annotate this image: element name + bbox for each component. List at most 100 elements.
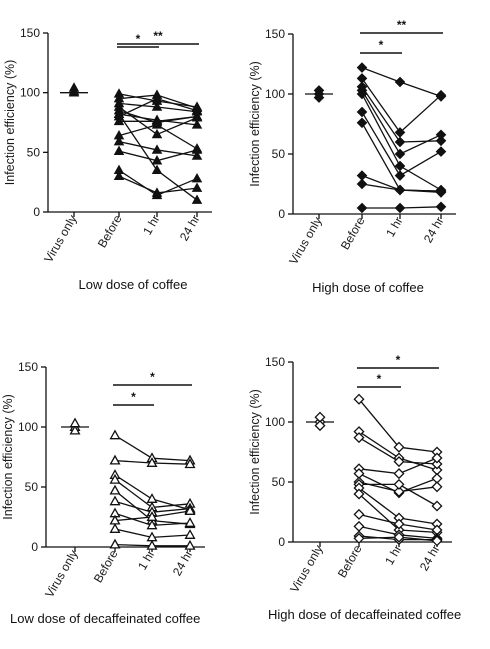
data-point bbox=[435, 201, 447, 213]
y-tick-label: 0 bbox=[278, 535, 285, 549]
data-point bbox=[435, 146, 447, 157]
data-point bbox=[393, 456, 405, 468]
data-point bbox=[353, 432, 365, 444]
y-axis-title: Infection efficiency (%) bbox=[1, 394, 15, 520]
panel-title: High dose of coffee bbox=[312, 280, 424, 295]
y-axis-title: Infection efficiency (%) bbox=[248, 389, 262, 515]
x-tick-label: 1 hr bbox=[383, 215, 405, 240]
data-point bbox=[353, 520, 365, 532]
data-point bbox=[113, 135, 125, 146]
y-tick-label: 50 bbox=[272, 475, 286, 489]
data-point bbox=[113, 115, 125, 126]
data-point bbox=[431, 500, 443, 512]
x-tick-label: Virus only bbox=[42, 548, 80, 600]
y-axis-title: Infection efficiency (%) bbox=[248, 61, 262, 187]
data-point bbox=[356, 106, 368, 118]
virus-only-point bbox=[68, 82, 80, 92]
data-point bbox=[146, 519, 158, 530]
data-point bbox=[393, 531, 405, 543]
data-point bbox=[356, 178, 368, 190]
data-point bbox=[435, 135, 447, 147]
data-point bbox=[435, 89, 447, 101]
significance-label: * bbox=[396, 353, 401, 367]
data-point bbox=[393, 478, 405, 490]
significance-label: * bbox=[131, 390, 136, 404]
data-point bbox=[353, 488, 365, 500]
x-tick-label: Virus only bbox=[287, 543, 325, 595]
data-point bbox=[151, 101, 163, 111]
y-tick-label: 0 bbox=[33, 205, 40, 219]
y-axis-title: Infection efficiency (%) bbox=[3, 60, 17, 186]
y-tick-label: 150 bbox=[20, 26, 40, 40]
panel-high-dose-coffee: 0 50 100 150 Virus only Before 1 hr 24 hr Infect… bbox=[248, 18, 456, 295]
significance-label: * bbox=[150, 370, 155, 384]
data-point bbox=[109, 523, 121, 533]
data-point bbox=[191, 150, 203, 160]
significance-label: ** bbox=[397, 18, 407, 32]
data-point bbox=[431, 481, 443, 493]
data-point bbox=[109, 473, 121, 484]
y-tick-label: 150 bbox=[265, 355, 285, 369]
data-point bbox=[151, 93, 163, 103]
data-point bbox=[356, 117, 368, 129]
data-point bbox=[356, 62, 368, 73]
data-point bbox=[191, 144, 203, 154]
data-point bbox=[431, 535, 443, 547]
data-point bbox=[191, 182, 203, 192]
panel-high-dose-decaf-coffee: 0 50 100 150 Virus only Before 1 hr 24 hr Infect… bbox=[248, 353, 461, 622]
data-point bbox=[109, 429, 121, 440]
y-tick-label: 100 bbox=[265, 415, 285, 429]
data-point bbox=[394, 184, 406, 196]
data-point bbox=[184, 539, 196, 550]
y-tick-label: 100 bbox=[20, 86, 40, 100]
x-tick-label: 24 hr bbox=[421, 215, 447, 246]
data-point bbox=[151, 119, 163, 129]
data-point bbox=[151, 128, 163, 139]
data-point bbox=[109, 454, 121, 465]
y-tick-label: 50 bbox=[27, 145, 41, 159]
data-point bbox=[113, 145, 125, 155]
panel-title: Low dose of coffee bbox=[79, 277, 188, 292]
y-tick-label: 150 bbox=[265, 27, 285, 41]
data-point bbox=[431, 452, 443, 464]
panel-low-dose-coffee: 0 50 100 150 Virus only Before 1 hr 24 hr Infect… bbox=[3, 26, 212, 292]
x-tick-label: Before bbox=[335, 542, 365, 580]
data-point bbox=[109, 495, 121, 506]
data-point bbox=[109, 538, 121, 549]
data-point bbox=[151, 187, 163, 197]
x-tick-label: 24 hr bbox=[170, 548, 196, 579]
x-tick-label: 24 hr bbox=[417, 543, 443, 574]
data-point bbox=[109, 484, 121, 495]
y-tick-label: 0 bbox=[278, 207, 285, 221]
x-tick-label: Before bbox=[338, 214, 368, 252]
data-point bbox=[146, 493, 158, 503]
virus-only-point bbox=[69, 424, 81, 435]
data-point bbox=[146, 457, 158, 467]
data-point bbox=[393, 486, 405, 498]
x-tick-label: Virus only bbox=[41, 213, 79, 265]
data-point bbox=[184, 529, 196, 539]
data-point bbox=[394, 170, 406, 181]
x-tick-label: 1 hr bbox=[135, 548, 157, 573]
significance-label: * bbox=[377, 372, 382, 386]
panel-title: Low dose of decaffeinated coffee bbox=[10, 611, 200, 626]
data-point bbox=[435, 185, 447, 197]
data-point bbox=[394, 148, 406, 160]
data-point bbox=[394, 136, 406, 148]
significance-label: ** bbox=[153, 29, 163, 43]
x-tick-label: Before bbox=[95, 212, 125, 250]
data-point bbox=[191, 172, 203, 183]
y-tick-label: 50 bbox=[25, 480, 39, 494]
data-point bbox=[191, 194, 203, 204]
data-point bbox=[393, 468, 405, 480]
y-tick-label: 100 bbox=[18, 420, 38, 434]
series-line bbox=[361, 78, 442, 134]
x-tick-label: 1 hr bbox=[382, 543, 404, 568]
data-point bbox=[146, 539, 158, 550]
data-point bbox=[394, 76, 406, 88]
data-point bbox=[353, 508, 365, 520]
panel-low-dose-decaf-coffee: 0 50 100 150 Virus only Before 1 hr 24 hr Infect… bbox=[1, 360, 205, 626]
y-tick-label: 50 bbox=[272, 147, 286, 161]
data-point bbox=[356, 88, 368, 100]
